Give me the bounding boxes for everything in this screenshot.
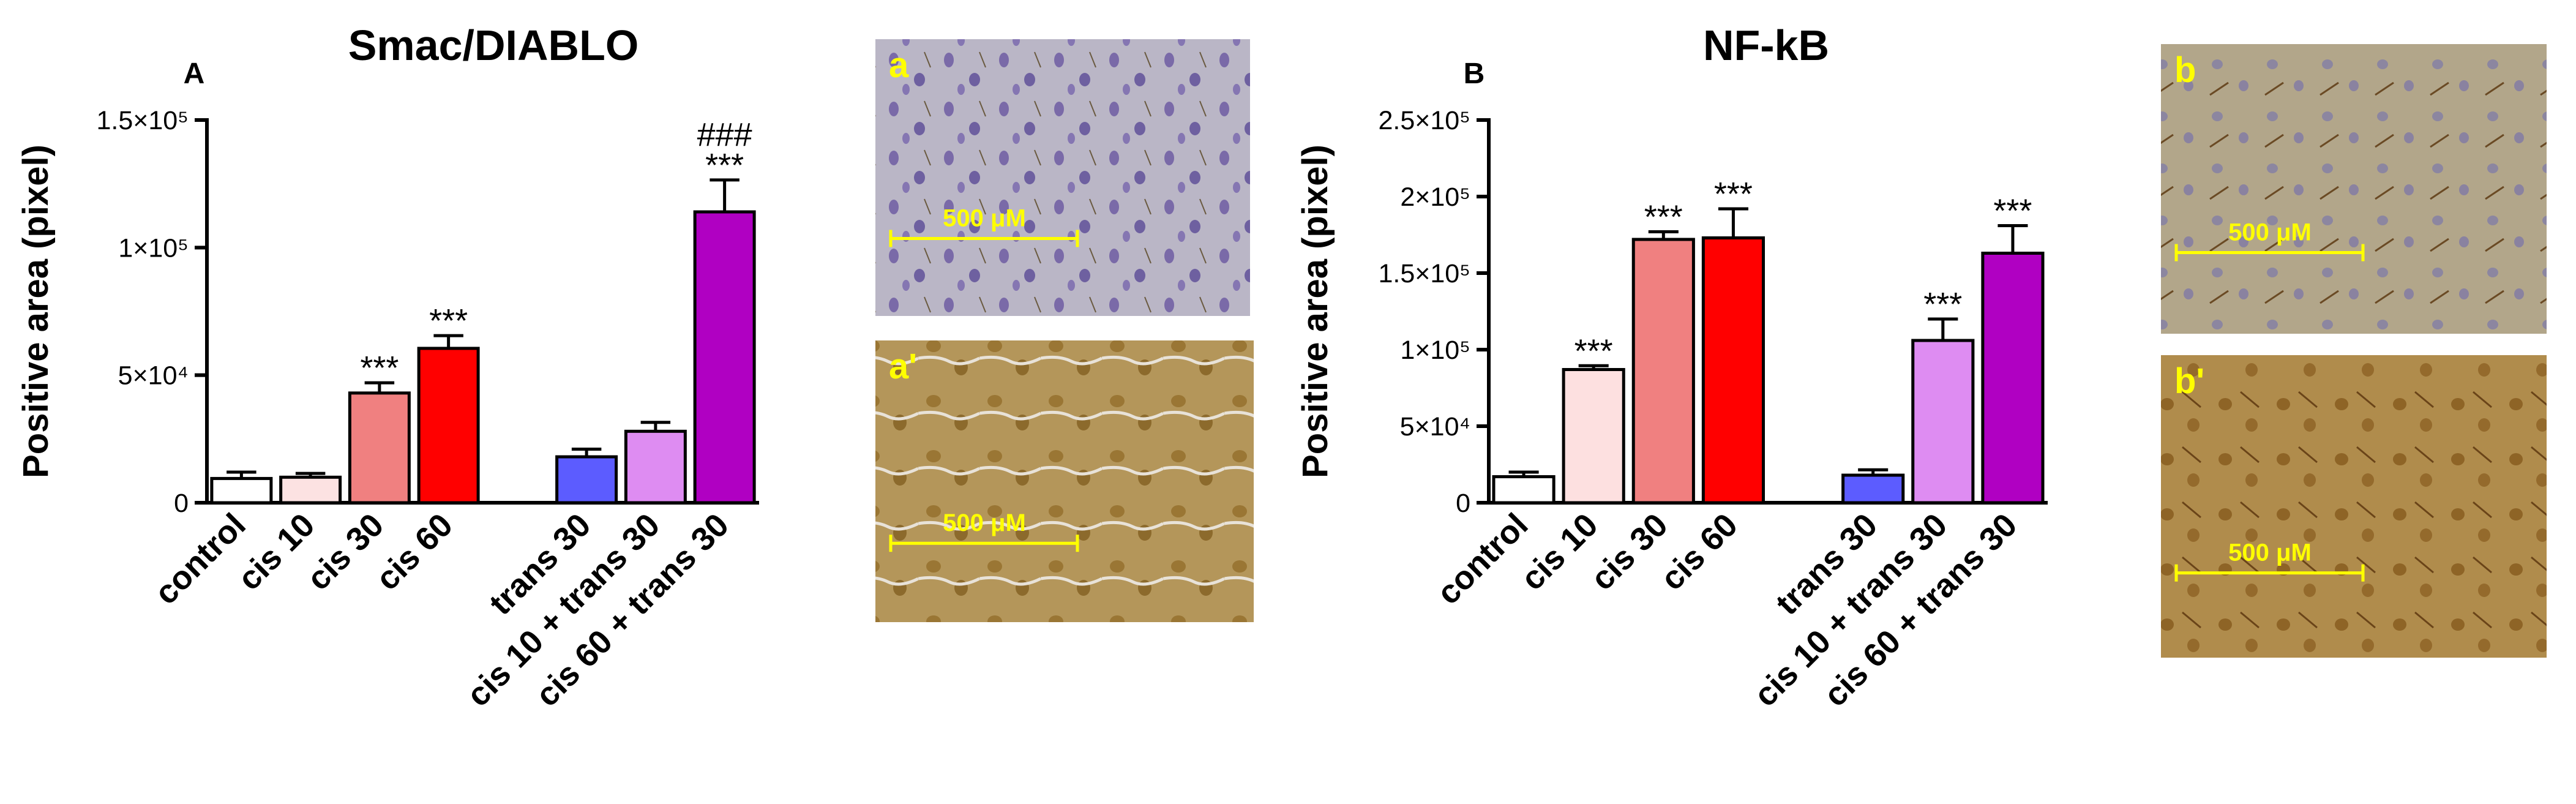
significance-stars: *** [1993, 193, 2032, 230]
micrographs: a 500 μM a' 500 μM b 500 μM b' 500 μM [875, 39, 2547, 658]
panel-label: a' [889, 347, 917, 386]
y-axis-label: Positive area (pixel) [1295, 145, 1335, 478]
significance-stars: *** [1923, 286, 1962, 323]
bar [693, 210, 756, 505]
bar [1631, 238, 1695, 505]
x-tick-label: cis 10 [1514, 506, 1605, 598]
panel-letter: B [1464, 58, 1485, 90]
scale-bar-label: 500 μM [943, 509, 1026, 536]
chart-title: NF-kB [1703, 21, 1829, 69]
y-tick-label: 1.5×10⁵ [96, 106, 189, 135]
x-tick-label: cis 30 [1584, 506, 1675, 598]
significance-stars: *** [429, 302, 468, 339]
bar [1492, 475, 1556, 505]
x-tick-label: cis 10 [231, 506, 322, 598]
scale-bar-label: 500 μM [2228, 219, 2312, 246]
bar [1841, 473, 1905, 505]
bar [210, 476, 273, 505]
micrograph [875, 39, 1250, 316]
panel-label: b' [2174, 361, 2204, 401]
bar [1911, 339, 1975, 505]
scale-bar-label: 500 μM [943, 205, 1026, 231]
bar [1562, 368, 1625, 505]
panel-label: a [889, 45, 909, 85]
bar [1701, 236, 1765, 505]
bar [417, 347, 480, 505]
significance-stars: *** [1644, 199, 1683, 236]
bar [555, 455, 618, 505]
significance-hashes: ### [697, 116, 752, 153]
y-tick-label: 0 [1456, 489, 1470, 518]
x-tick-label: control [148, 506, 253, 612]
bar [1981, 252, 2045, 505]
bar [624, 429, 687, 505]
y-tick-label: 1×10⁵ [1400, 336, 1470, 365]
micrograph [2161, 44, 2547, 334]
y-tick-label: 5×10⁴ [1400, 412, 1470, 441]
panel-label: b [2174, 50, 2196, 90]
x-tick-label: cis 60 [369, 506, 460, 598]
y-tick-label: 5×10⁴ [118, 361, 189, 391]
x-tick-label: cis 30 [300, 506, 391, 598]
significance-stars: *** [705, 147, 744, 184]
y-axis-label: Positive area (pixel) [16, 145, 56, 478]
y-tick-label: 1.5×10⁵ [1378, 259, 1470, 288]
x-tick-label: control [1430, 506, 1535, 612]
y-tick-label: 0 [174, 489, 189, 518]
scale-bar-label: 500 μM [2228, 539, 2312, 566]
significance-stars: *** [1574, 332, 1613, 369]
y-tick-label: 2×10⁵ [1400, 182, 1470, 212]
significance-stars: *** [360, 350, 399, 386]
micrograph [875, 340, 1254, 622]
x-tick-label: cis 60 [1653, 506, 1745, 598]
significance-stars: *** [1714, 176, 1753, 212]
y-tick-label: 1×10⁵ [118, 233, 189, 263]
y-tick-label: 2.5×10⁵ [1378, 106, 1470, 135]
bar [348, 391, 411, 505]
panel-letter: A [184, 58, 205, 90]
chart-title: Smac/DIABLO [348, 21, 639, 69]
micrograph [2161, 355, 2547, 658]
bar [279, 475, 342, 505]
